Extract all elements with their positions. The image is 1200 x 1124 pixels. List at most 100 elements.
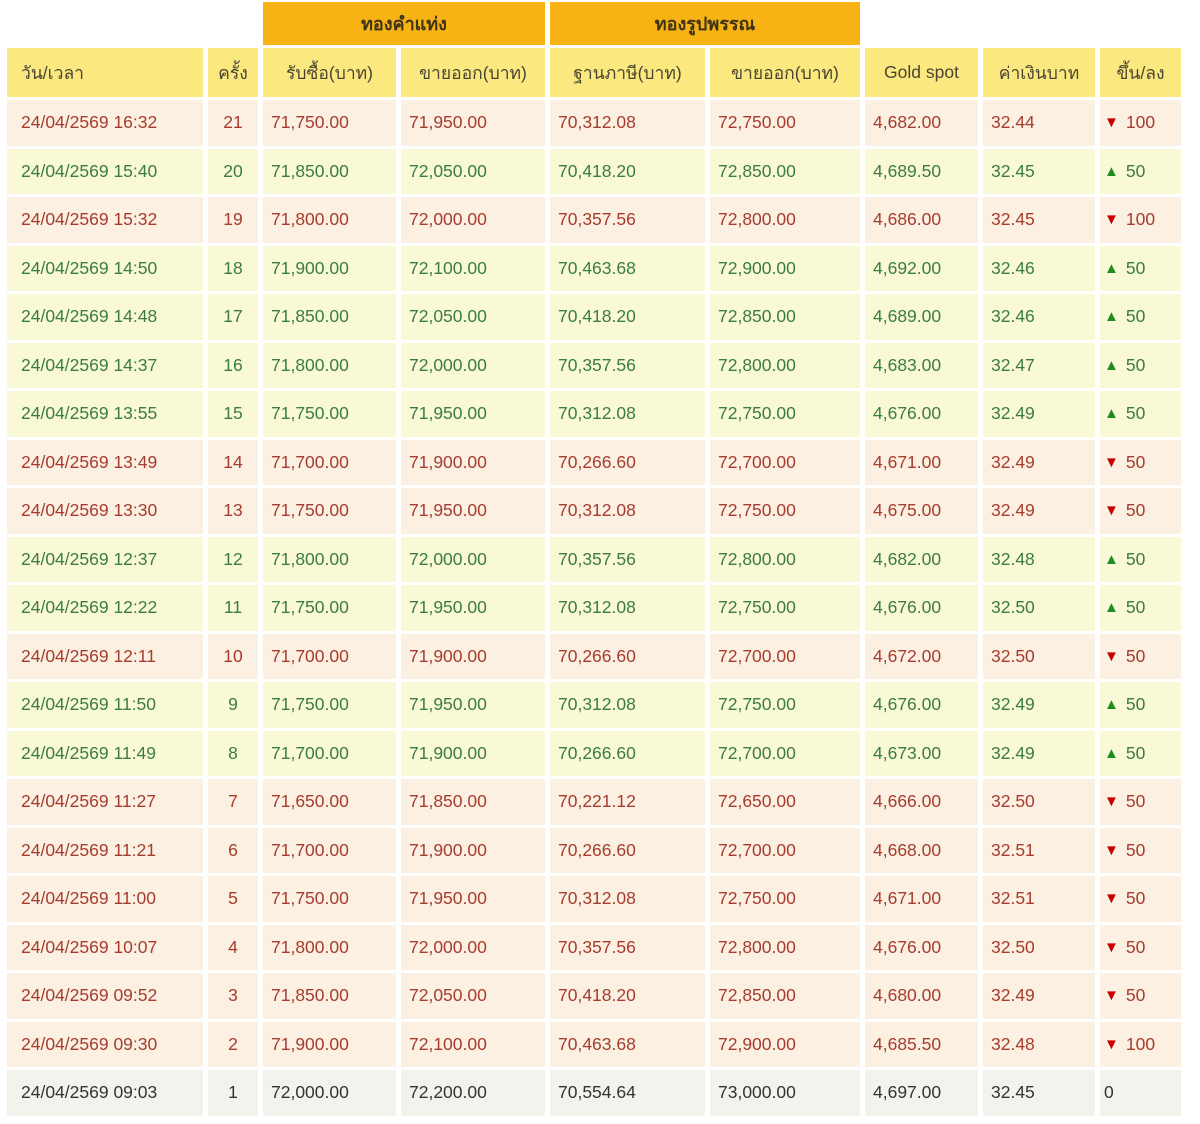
cell-datetime: 24/04/2569 12:37: [7, 536, 203, 582]
change-value: 50: [1125, 451, 1146, 472]
cell-datetime: 24/04/2569 11:27: [7, 779, 203, 825]
cell-baht-rate: 32.51: [983, 827, 1095, 873]
cell-gold-spot: 4,676.00: [865, 391, 978, 437]
change-value: 50: [1125, 500, 1146, 521]
cell-bar-buy: 71,650.00: [263, 779, 396, 825]
cell-baht-rate: 32.49: [983, 391, 1095, 437]
cell-baht-rate: 32.46: [983, 245, 1095, 291]
change-value: 50: [1125, 694, 1146, 715]
cell-change: ▼ 50: [1100, 779, 1181, 825]
cell-datetime: 24/04/2569 13:49: [7, 439, 203, 485]
cell-gold-spot: 4,685.50: [865, 1021, 978, 1067]
cell-tax-base: 70,357.56: [550, 924, 705, 970]
cell-gold-spot: 4,672.00: [865, 633, 978, 679]
cell-bar-sell: 72,000.00: [401, 342, 545, 388]
cell-datetime: 24/04/2569 15:32: [7, 197, 203, 243]
cell-round: 18: [208, 245, 258, 291]
cell-tax-base: 70,221.12: [550, 779, 705, 825]
cell-bar-buy: 71,700.00: [263, 439, 396, 485]
up-arrow-icon: ▲: [1104, 308, 1119, 326]
cell-datetime: 24/04/2569 12:11: [7, 633, 203, 679]
cell-tax-base: 70,312.08: [550, 876, 705, 922]
cell-bar-sell: 72,100.00: [401, 1021, 545, 1067]
cell-bar-sell: 71,900.00: [401, 827, 545, 873]
cell-tax-base: 70,312.08: [550, 488, 705, 534]
down-arrow-icon: ▼: [1104, 793, 1119, 811]
cell-bar-buy: 71,750.00: [263, 100, 396, 146]
cell-round: 5: [208, 876, 258, 922]
cell-round: 20: [208, 148, 258, 194]
column-header-baht-rate: ค่าเงินบาท: [983, 48, 1095, 97]
cell-change: ▲ 50: [1100, 585, 1181, 631]
cell-gold-spot: 4,697.00: [865, 1070, 978, 1116]
cell-round: 10: [208, 633, 258, 679]
down-arrow-icon: ▼: [1104, 890, 1119, 908]
up-arrow-icon: ▲: [1104, 405, 1119, 423]
change-value: 50: [1125, 936, 1146, 957]
change-value: 50: [1125, 257, 1146, 278]
cell-round: 17: [208, 294, 258, 340]
change-value: 50: [1125, 888, 1146, 909]
down-arrow-icon: ▼: [1104, 502, 1119, 520]
down-arrow-icon: ▼: [1104, 647, 1119, 665]
cell-bar-sell: 72,000.00: [401, 197, 545, 243]
cell-datetime: 24/04/2569 11:00: [7, 876, 203, 922]
down-arrow-icon: ▼: [1104, 1035, 1119, 1053]
cell-change: ▲ 50: [1100, 536, 1181, 582]
cell-baht-rate: 32.49: [983, 439, 1095, 485]
change-value: 50: [1125, 839, 1146, 860]
cell-gold-spot: 4,683.00: [865, 342, 978, 388]
cell-gold-spot: 4,692.00: [865, 245, 978, 291]
cell-change: ▼ 100: [1100, 100, 1181, 146]
cell-baht-rate: 32.47: [983, 342, 1095, 388]
cell-baht-rate: 32.45: [983, 1070, 1095, 1116]
column-header-change: ขึ้น/ลง: [1100, 48, 1181, 97]
cell-tax-base: 70,312.08: [550, 585, 705, 631]
cell-bar-sell: 72,050.00: [401, 294, 545, 340]
group-header-gold-bar: ทองคำแท่ง: [263, 2, 545, 45]
cell-ornament-sell: 72,700.00: [710, 439, 860, 485]
change-value: 50: [1125, 548, 1146, 569]
cell-bar-sell: 72,050.00: [401, 973, 545, 1019]
down-arrow-icon: ▼: [1104, 211, 1119, 229]
cell-tax-base: 70,418.20: [550, 294, 705, 340]
change-value: 50: [1125, 354, 1146, 375]
cell-round: 19: [208, 197, 258, 243]
cell-ornament-sell: 72,800.00: [710, 536, 860, 582]
cell-change: ▼ 50: [1100, 439, 1181, 485]
cell-bar-buy: 71,800.00: [263, 342, 396, 388]
cell-change: ▼ 50: [1100, 488, 1181, 534]
cell-tax-base: 70,357.56: [550, 536, 705, 582]
cell-change: ▲ 50: [1100, 391, 1181, 437]
cell-datetime: 24/04/2569 13:55: [7, 391, 203, 437]
change-value: 50: [1125, 306, 1146, 327]
cell-change: ▲ 50: [1100, 148, 1181, 194]
up-arrow-icon: ▲: [1104, 550, 1119, 568]
cell-gold-spot: 4,671.00: [865, 439, 978, 485]
cell-datetime: 24/04/2569 09:52: [7, 973, 203, 1019]
column-header-bar-buy: รับซื้อ(บาท): [263, 48, 396, 97]
cell-gold-spot: 4,689.50: [865, 148, 978, 194]
cell-gold-spot: 4,689.00: [865, 294, 978, 340]
cell-baht-rate: 32.50: [983, 585, 1095, 631]
down-arrow-icon: ▼: [1104, 841, 1119, 859]
band-spacer-right: [865, 2, 1181, 45]
group-header-gold-ornament: ทองรูปพรรณ: [550, 2, 860, 45]
cell-gold-spot: 4,671.00: [865, 876, 978, 922]
cell-round: 16: [208, 342, 258, 388]
change-value: 0: [1104, 1082, 1114, 1103]
cell-ornament-sell: 73,000.00: [710, 1070, 860, 1116]
column-header-tax-base: ฐานภาษี(บาท): [550, 48, 705, 97]
change-value: 50: [1125, 160, 1146, 181]
cell-gold-spot: 4,676.00: [865, 924, 978, 970]
cell-change: 0: [1100, 1070, 1181, 1116]
cell-tax-base: 70,357.56: [550, 342, 705, 388]
cell-bar-sell: 71,950.00: [401, 682, 545, 728]
cell-round: 8: [208, 730, 258, 776]
cell-bar-sell: 71,950.00: [401, 488, 545, 534]
cell-bar-sell: 71,950.00: [401, 100, 545, 146]
cell-bar-buy: 71,750.00: [263, 488, 396, 534]
cell-ornament-sell: 72,850.00: [710, 148, 860, 194]
cell-round: 6: [208, 827, 258, 873]
